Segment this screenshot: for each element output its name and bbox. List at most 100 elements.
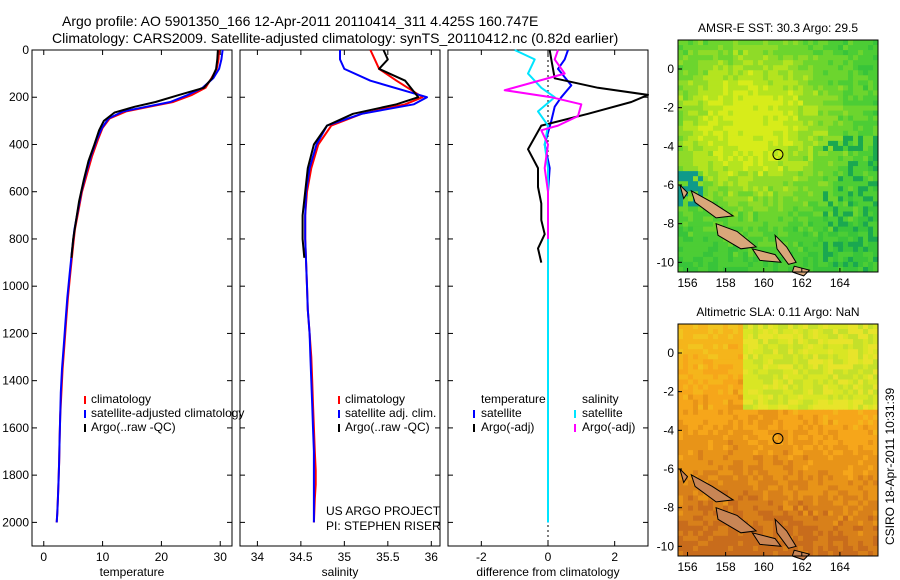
island-shape	[679, 184, 689, 200]
map-cell	[693, 221, 699, 228]
map-cell	[728, 125, 734, 132]
map-cell	[823, 261, 829, 268]
map-cell	[683, 171, 689, 177]
map-cell	[813, 480, 819, 486]
map-cell	[678, 181, 684, 187]
map-cell	[678, 150, 684, 157]
temperature-panel: 0 10 20 30020040060080010001200140016001800…	[2, 43, 233, 579]
map-cell	[768, 201, 774, 207]
map-cell	[868, 145, 874, 152]
map-cell	[728, 45, 734, 51]
map-cell	[833, 364, 839, 370]
map-cell	[708, 226, 714, 233]
map-cell	[688, 480, 694, 486]
map-cell	[773, 545, 779, 552]
map-cell	[733, 550, 739, 557]
map-cell	[813, 156, 819, 162]
map-cell	[823, 236, 829, 243]
map-cell	[828, 460, 834, 466]
map-cell	[783, 394, 789, 401]
map-cell	[763, 70, 769, 76]
map-cell	[818, 515, 824, 522]
map-cell	[798, 429, 804, 436]
map-cell	[853, 211, 859, 217]
map-cell	[738, 105, 744, 112]
map-cell	[813, 394, 819, 401]
map-cell	[838, 60, 844, 66]
map-cell	[698, 231, 704, 238]
map-cell	[723, 95, 729, 101]
map-cell	[758, 364, 764, 370]
map-cell	[683, 206, 689, 212]
map-cell	[678, 535, 684, 542]
map-cell	[868, 221, 874, 228]
map-cell	[748, 181, 754, 187]
map-cell	[848, 374, 854, 380]
map-cell	[798, 515, 804, 522]
map-cell	[813, 110, 819, 117]
map-cell	[763, 261, 769, 268]
map-cell	[853, 495, 859, 501]
map-cell	[753, 470, 759, 476]
map-cell	[763, 161, 769, 167]
map-cell	[873, 241, 879, 248]
map-cell	[838, 379, 844, 385]
map-cell	[843, 379, 849, 385]
map-cell	[833, 545, 839, 552]
map-cell	[863, 55, 869, 61]
map-cell	[858, 349, 864, 355]
map-cell	[728, 70, 734, 76]
map-cell	[753, 495, 759, 501]
map-cell	[838, 419, 844, 426]
map-cell	[808, 166, 814, 172]
map-cell	[783, 186, 789, 192]
map-cell	[683, 419, 689, 426]
series-line-argo-adj	[503, 49, 583, 239]
map-cell	[768, 221, 774, 228]
map-cell	[753, 490, 759, 496]
map-cell	[853, 45, 859, 51]
map-cell	[743, 379, 749, 385]
map-cell	[733, 404, 739, 411]
map-cell	[838, 399, 844, 406]
map-cell	[788, 231, 794, 238]
map-cell	[723, 120, 729, 127]
map-cell	[823, 520, 829, 527]
map-cell	[873, 429, 879, 436]
map-cell	[808, 236, 814, 243]
map-cell	[828, 135, 834, 142]
map-cell	[858, 251, 864, 258]
map-cell	[828, 191, 834, 197]
map-cell	[728, 419, 734, 426]
map-cell	[698, 181, 704, 187]
map-cell	[743, 251, 749, 258]
map-cell	[793, 221, 799, 228]
map-cell	[848, 150, 854, 157]
map-cell	[728, 241, 734, 248]
map-cell	[868, 226, 874, 233]
map-cell	[828, 236, 834, 243]
map-cell	[728, 256, 734, 263]
map-cell	[773, 226, 779, 233]
map-cell	[688, 150, 694, 157]
map-cell	[783, 130, 789, 137]
map-cell	[838, 201, 844, 207]
map-cell	[833, 354, 839, 360]
map-cell	[833, 409, 839, 416]
map-cell	[773, 399, 779, 406]
map-cell	[858, 440, 864, 446]
map-cell	[698, 216, 704, 222]
map-cell	[678, 206, 684, 212]
map-cell	[858, 186, 864, 192]
map-cell	[718, 236, 724, 243]
map-cell	[763, 105, 769, 112]
map-cell	[843, 261, 849, 268]
map-cell	[703, 181, 709, 187]
map-cell	[718, 364, 724, 370]
map-cell	[848, 261, 854, 268]
map-cell	[813, 329, 819, 335]
map-cell	[808, 399, 814, 406]
map-cell	[818, 530, 824, 537]
map-cell	[823, 216, 829, 222]
map-cell	[843, 231, 849, 238]
